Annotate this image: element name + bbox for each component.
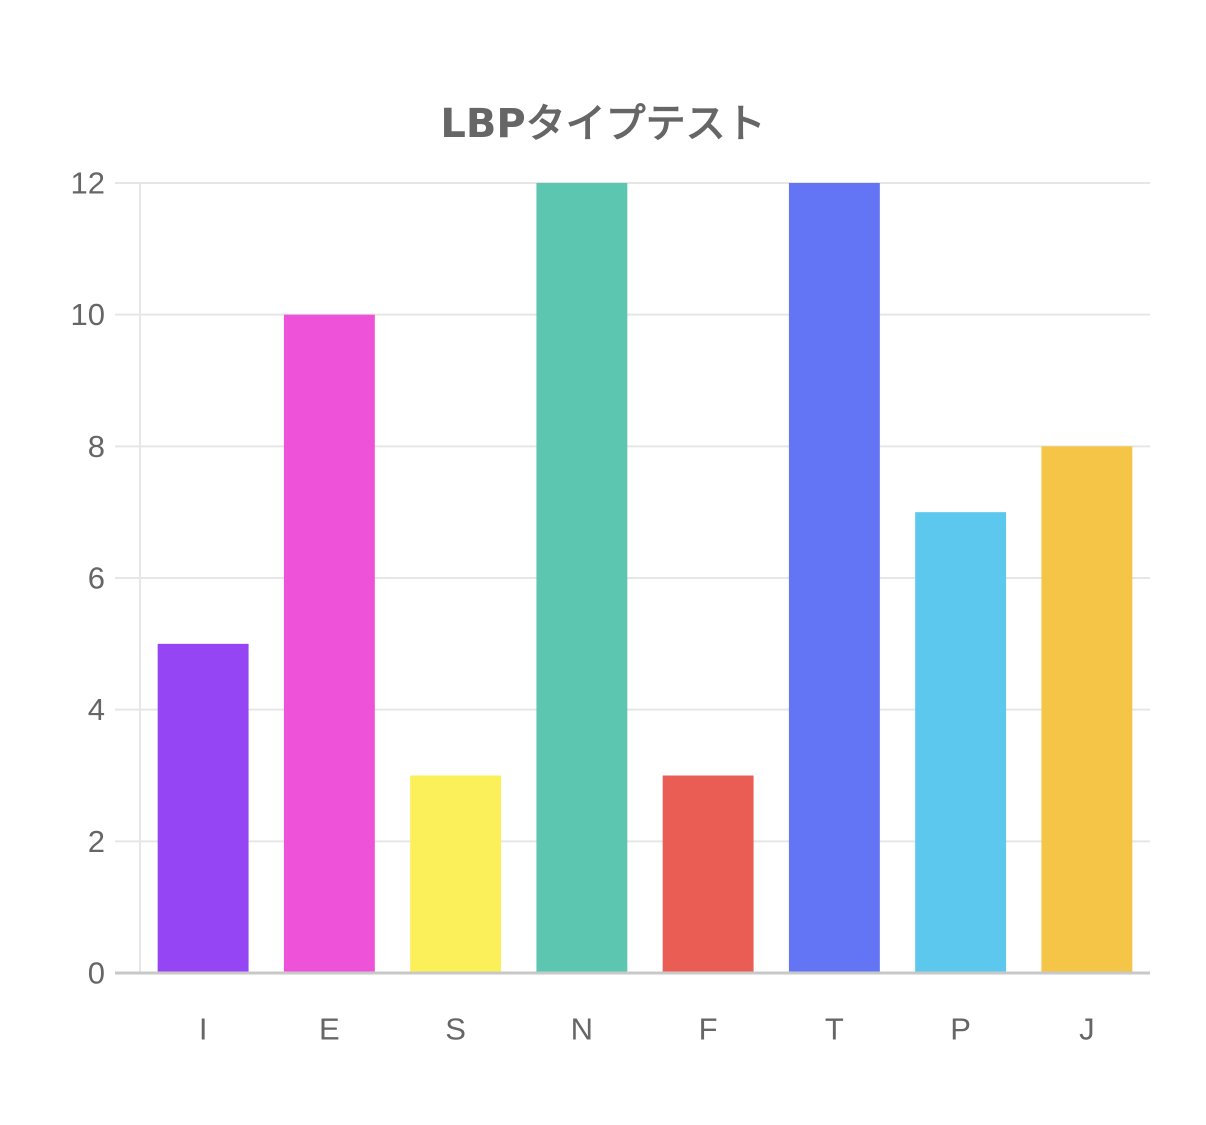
x-tick-label: T — [825, 1012, 844, 1047]
x-tick-label: F — [699, 1012, 718, 1047]
bar-e[interactable] — [283, 314, 375, 974]
y-tick-label: 2 — [88, 824, 105, 859]
axes — [115, 183, 1150, 975]
y-tick-label: 10 — [71, 297, 105, 332]
x-tick-label: E — [319, 1012, 340, 1047]
x-tick-label: N — [571, 1012, 593, 1047]
y-tick-label: 8 — [88, 429, 105, 464]
bar-i[interactable] — [157, 643, 249, 973]
bar-f[interactable] — [662, 775, 754, 974]
y-tick-labels: 0 2 4 6 8 10 12 — [71, 166, 105, 991]
bar-p[interactable] — [915, 512, 1007, 973]
bar-s[interactable] — [410, 775, 502, 974]
x-tick-label: S — [445, 1012, 466, 1047]
y-tick-label: 0 — [88, 956, 105, 991]
bar-j[interactable] — [1041, 446, 1133, 973]
y-tick-label: 6 — [88, 561, 105, 596]
x-tick-label: P — [950, 1012, 971, 1047]
bar-t[interactable] — [788, 183, 880, 973]
bar-n[interactable] — [536, 183, 628, 973]
x-tick-label: I — [199, 1012, 208, 1047]
y-tick-label: 12 — [71, 166, 105, 201]
x-tick-label: J — [1079, 1012, 1095, 1047]
chart-title: LBPタイプテスト — [440, 101, 766, 147]
bars — [157, 183, 1133, 974]
y-tick-label: 4 — [88, 692, 105, 727]
